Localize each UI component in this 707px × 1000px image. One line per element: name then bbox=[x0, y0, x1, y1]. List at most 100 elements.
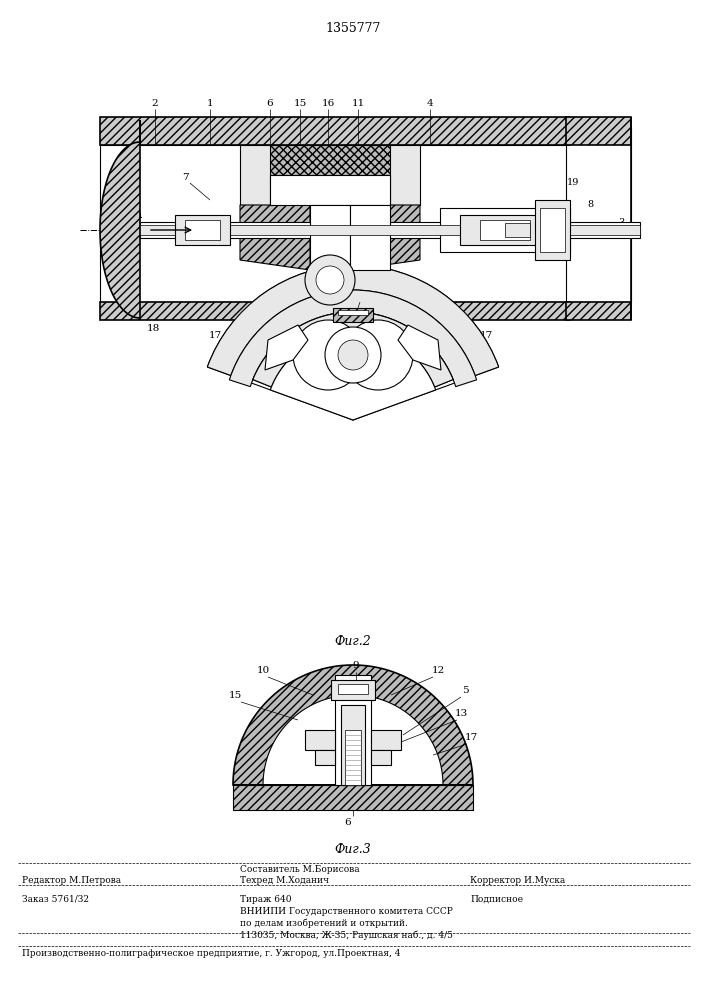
Text: 17: 17 bbox=[209, 330, 221, 340]
Bar bbox=[566, 127, 631, 302]
Text: 10: 10 bbox=[257, 666, 269, 675]
Bar bbox=[338, 684, 368, 694]
Bar bbox=[185, 220, 220, 240]
Wedge shape bbox=[207, 265, 498, 376]
Text: по делам изобретений и открытий.: по делам изобретений и открытий. bbox=[240, 919, 408, 928]
Text: Фиг.2: Фиг.2 bbox=[334, 635, 371, 648]
Bar bbox=[480, 220, 530, 240]
Text: Заказ 5761/32: Заказ 5761/32 bbox=[22, 895, 89, 904]
Text: 14: 14 bbox=[233, 324, 247, 333]
Wedge shape bbox=[253, 312, 453, 420]
Bar bbox=[175, 215, 230, 245]
Bar bbox=[535, 200, 570, 260]
Bar bbox=[335, 675, 371, 785]
Circle shape bbox=[338, 340, 368, 370]
Polygon shape bbox=[265, 325, 308, 370]
Text: 6: 6 bbox=[267, 99, 274, 108]
Bar bbox=[233, 785, 473, 810]
Bar bbox=[140, 222, 640, 238]
Bar bbox=[350, 205, 390, 270]
Text: 5: 5 bbox=[404, 324, 411, 333]
Text: Составитель М.Борисова: Составитель М.Борисова bbox=[240, 865, 360, 874]
Text: Тираж 640: Тираж 640 bbox=[240, 895, 291, 904]
Text: 7: 7 bbox=[182, 173, 188, 182]
Bar bbox=[505, 223, 530, 237]
Bar bbox=[371, 730, 401, 750]
Bar bbox=[540, 208, 565, 252]
Bar bbox=[460, 215, 540, 245]
Bar bbox=[338, 310, 368, 315]
Bar bbox=[390, 145, 420, 205]
Bar bbox=[255, 145, 405, 175]
Text: 6: 6 bbox=[345, 818, 351, 827]
Text: 1: 1 bbox=[206, 99, 214, 108]
Circle shape bbox=[293, 320, 363, 390]
Bar bbox=[315, 750, 335, 765]
Text: Корректор И.Муска: Корректор И.Муска bbox=[470, 876, 566, 885]
Text: 1355777: 1355777 bbox=[325, 22, 380, 35]
Text: 17: 17 bbox=[479, 330, 493, 340]
Bar bbox=[310, 205, 350, 270]
Text: Фиг.3: Фиг.3 bbox=[334, 843, 371, 856]
Circle shape bbox=[325, 327, 381, 383]
Wedge shape bbox=[253, 312, 453, 387]
Text: Вид А: Вид А bbox=[333, 362, 373, 375]
Text: 3: 3 bbox=[618, 218, 624, 227]
Bar bbox=[345, 730, 361, 785]
Bar bbox=[440, 208, 570, 252]
Bar bbox=[371, 750, 391, 765]
Wedge shape bbox=[270, 332, 436, 420]
Bar bbox=[100, 145, 570, 302]
Text: 18: 18 bbox=[146, 324, 160, 333]
Bar bbox=[566, 117, 631, 145]
Polygon shape bbox=[100, 120, 140, 320]
Text: 9: 9 bbox=[305, 324, 311, 333]
Bar bbox=[331, 680, 375, 700]
Polygon shape bbox=[398, 325, 441, 370]
Wedge shape bbox=[229, 290, 477, 387]
Bar bbox=[100, 117, 570, 145]
Bar bbox=[333, 308, 373, 322]
Text: 15: 15 bbox=[293, 99, 307, 108]
Text: Техред М.Ходанич: Техред М.Ходанич bbox=[240, 876, 329, 885]
Text: 19: 19 bbox=[567, 178, 579, 187]
Polygon shape bbox=[350, 205, 420, 270]
Text: 11: 11 bbox=[351, 99, 365, 108]
Bar bbox=[270, 175, 390, 205]
Text: Редактор М.Петрова: Редактор М.Петрова bbox=[22, 876, 121, 885]
Text: Фиг.1: Фиг.1 bbox=[334, 340, 371, 353]
Text: 2: 2 bbox=[152, 99, 158, 108]
Bar bbox=[341, 705, 365, 785]
Circle shape bbox=[305, 255, 355, 305]
Bar bbox=[240, 145, 270, 205]
Text: 8: 8 bbox=[587, 200, 593, 209]
Text: 12: 12 bbox=[258, 324, 271, 333]
Polygon shape bbox=[263, 695, 443, 785]
Text: 5: 5 bbox=[462, 686, 468, 695]
Text: 18: 18 bbox=[361, 293, 374, 302]
Text: 16: 16 bbox=[322, 99, 334, 108]
Text: 12: 12 bbox=[431, 666, 445, 675]
Circle shape bbox=[316, 266, 344, 294]
Bar bbox=[140, 225, 640, 235]
Circle shape bbox=[343, 320, 413, 390]
Text: ВНИИПИ Государственного комитета СССР: ВНИИПИ Государственного комитета СССР bbox=[240, 907, 453, 916]
Bar bbox=[566, 302, 631, 320]
Wedge shape bbox=[207, 265, 498, 420]
Text: Подписное: Подписное bbox=[470, 895, 523, 904]
Text: 9: 9 bbox=[353, 661, 359, 670]
Text: 17: 17 bbox=[464, 733, 478, 742]
Bar bbox=[100, 302, 570, 320]
Text: 4: 4 bbox=[427, 99, 433, 108]
Text: Производственно-полиграфическое предприятие, г. Ужгород, ул.Проектная, 4: Производственно-полиграфическое предприя… bbox=[22, 949, 400, 958]
Text: 15: 15 bbox=[228, 691, 242, 700]
Text: 13: 13 bbox=[332, 324, 344, 333]
Text: А: А bbox=[134, 209, 142, 222]
Text: 13: 13 bbox=[455, 709, 467, 718]
Bar bbox=[305, 730, 335, 750]
Polygon shape bbox=[233, 665, 473, 785]
Text: 15: 15 bbox=[433, 324, 447, 333]
Text: 10: 10 bbox=[371, 324, 385, 333]
Text: 113035, Москва, Ж-35, Раушская наб., д. 4/5: 113035, Москва, Ж-35, Раушская наб., д. … bbox=[240, 931, 453, 940]
Polygon shape bbox=[240, 205, 310, 270]
